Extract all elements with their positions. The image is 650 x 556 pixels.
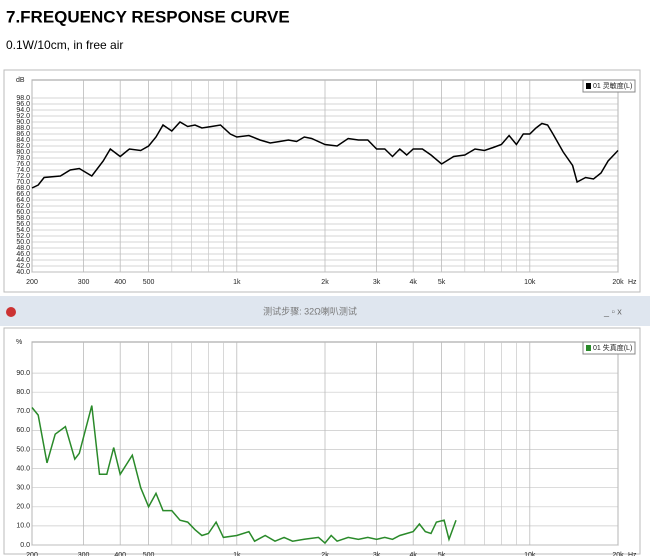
window-buttons[interactable]: _ ▫ x (603, 306, 622, 316)
x-tick-label: 200 (26, 552, 38, 556)
y-tick-label: 78.0 (16, 155, 30, 162)
y-tick-label: 74.0 (16, 167, 30, 174)
y-tick-label: 40.0 (16, 465, 30, 472)
y-tick-label: 82.0 (16, 143, 30, 150)
x-tick-label: 10k (524, 552, 536, 556)
y-tick-label: 10.0 (16, 523, 30, 530)
y-tick-label: 92.0 (16, 113, 30, 120)
y-tick-label: 60.0 (16, 209, 30, 216)
x-tick-label: 500 (143, 552, 155, 556)
y-tick-label: 90.0 (16, 119, 30, 126)
x-axis-label: Hz (628, 279, 637, 286)
x-tick-label: 1k (233, 279, 241, 286)
y-tick-label: 80.0 (16, 389, 30, 396)
x-tick-label: 300 (78, 279, 90, 286)
y-tick-label: 20.0 (16, 504, 30, 511)
y-tick-label: 42.0 (16, 263, 30, 270)
y-tick-label: 62.0 (16, 203, 30, 210)
y-axis-label: dB (16, 77, 25, 84)
y-tick-label: 54.0 (16, 227, 30, 234)
y-tick-label: 70.0 (16, 179, 30, 186)
y-tick-label: 64.0 (16, 197, 30, 204)
x-tick-label: 2k (321, 552, 329, 556)
legend-box (582, 341, 636, 355)
y-tick-label: 98.0 (16, 95, 30, 102)
y-axis-label: % (16, 339, 22, 346)
x-tick-label: 5k (438, 552, 446, 556)
legend-swatch (586, 345, 591, 351)
y-tick-label: 88.0 (16, 125, 30, 132)
legend-box (582, 79, 636, 93)
y-tick-label: 0.0 (20, 542, 30, 549)
x-tick-label: 10k (524, 279, 536, 286)
y-tick-label: 52.0 (16, 233, 30, 240)
y-tick-label: 66.0 (16, 191, 30, 198)
y-tick-label: 50.0 (16, 239, 30, 246)
legend-swatch (586, 83, 591, 89)
window-title: 测试步骤: 32Ω喇叭测试 (263, 305, 357, 316)
y-tick-label: 46.0 (16, 251, 30, 258)
y-tick-label: 48.0 (16, 245, 30, 252)
y-tick-label: 70.0 (16, 408, 30, 415)
y-tick-label: 96.0 (16, 101, 30, 108)
x-tick-label: 400 (114, 552, 126, 556)
x-tick-label: 4k (409, 279, 417, 286)
x-tick-label: 500 (143, 279, 155, 286)
legend-label: 01 失真度(L) (593, 343, 632, 352)
y-tick-label: 60.0 (16, 427, 30, 434)
x-axis-label: Hz (628, 552, 637, 556)
x-tick-label: 3k (373, 279, 381, 286)
x-tick-label: 1k (233, 552, 241, 556)
x-tick-label: 2k (321, 279, 329, 286)
y-tick-label: 72.0 (16, 173, 30, 180)
y-tick-label: 44.0 (16, 257, 30, 264)
y-tick-label: 84.0 (16, 137, 30, 144)
x-tick-label: 20k (612, 279, 624, 286)
x-tick-label: 5k (438, 279, 446, 286)
y-tick-label: 56.0 (16, 221, 30, 228)
subheading: 0.1W/10cm, in free air (6, 38, 123, 52)
y-tick-label: 94.0 (16, 107, 30, 114)
x-tick-label: 200 (26, 279, 38, 286)
y-tick-label: 86.0 (16, 131, 30, 138)
series-line (31, 405, 457, 545)
y-tick-label: 40.0 (16, 269, 30, 276)
legend-label: 01 灵敏度(L) (593, 81, 632, 90)
y-tick-label: 68.0 (16, 185, 30, 192)
window-titlebar (0, 296, 650, 326)
x-tick-label: 400 (114, 279, 126, 286)
series-line (31, 121, 619, 189)
x-tick-label: 300 (78, 552, 90, 556)
y-tick-label: 58.0 (16, 215, 30, 222)
y-tick-label: 80.0 (16, 149, 30, 156)
heading: 7.FREQUENCY RESPONSE CURVE (6, 7, 290, 26)
y-tick-label: 90.0 (16, 370, 30, 377)
y-tick-label: 30.0 (16, 485, 30, 492)
window-icon (6, 307, 16, 317)
x-tick-label: 4k (409, 552, 417, 556)
x-tick-label: 20k (612, 552, 624, 556)
x-tick-label: 3k (373, 552, 381, 556)
y-tick-label: 76.0 (16, 161, 30, 168)
y-tick-label: 50.0 (16, 446, 30, 453)
